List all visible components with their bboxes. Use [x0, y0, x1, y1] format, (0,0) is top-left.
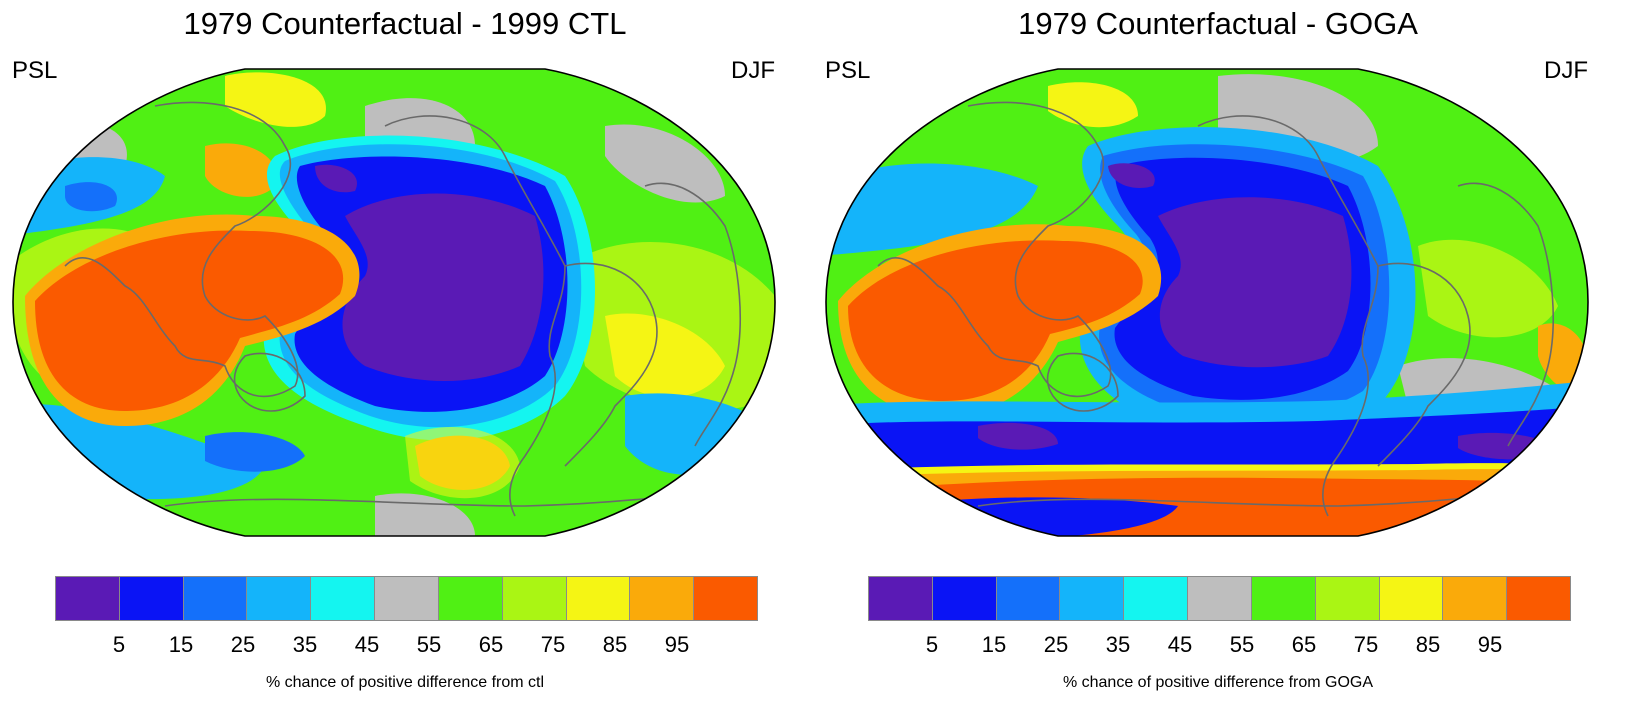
- map-region: [315, 164, 357, 193]
- coastline: [1377, 262, 1471, 467]
- coastline: [564, 262, 658, 467]
- coastline: [1197, 115, 1379, 517]
- colorbar-label: % chance of positive difference from GOG…: [1062, 674, 1374, 691]
- coastline: [1046, 352, 1119, 412]
- chart-title: 1979 Counterfactual - 1999 CTL: [183, 6, 627, 41]
- season-label: DJF: [1544, 57, 1588, 84]
- colorbar-tick-label: 5: [112, 632, 126, 657]
- coastline: [1457, 182, 1554, 447]
- colorbar-swatch: [1060, 577, 1125, 620]
- map-region: [342, 193, 544, 381]
- colorbar-tick-label: 55: [416, 632, 442, 657]
- colorbar-tick-label: 95: [664, 632, 690, 657]
- colorbar-swatch: [311, 577, 376, 620]
- colorbar-tick-label: 45: [354, 632, 380, 657]
- coastline: [644, 182, 741, 447]
- colorbar-tick-label: 15: [981, 632, 1007, 657]
- colorbar-tick-label: 75: [1353, 632, 1379, 657]
- coastline: [233, 352, 306, 412]
- colorbar-tick-label: 65: [1291, 632, 1317, 657]
- colorbar-swatch: [932, 577, 997, 620]
- map-region: [625, 393, 775, 475]
- coastline: [64, 101, 299, 398]
- probability-map: [825, 68, 1589, 537]
- coastline: [877, 101, 1112, 398]
- colorbar-swatch: [119, 577, 184, 620]
- colorbar-swatch: [869, 577, 933, 620]
- chart-panel-ctl: 1979 Counterfactual - 1999 CTL PSL DJF: [5, 0, 805, 702]
- colorbar-swatch: [630, 577, 695, 620]
- map-region: [605, 313, 725, 398]
- colorbar-swatch: [183, 577, 248, 620]
- map-region: [405, 427, 520, 499]
- colorbar-swatch: [438, 577, 503, 620]
- colorbar-tick-label: 85: [602, 632, 628, 657]
- colorbar: [55, 576, 758, 621]
- colorbar-tick-label: 65: [478, 632, 504, 657]
- colorbar-swatch: [1379, 577, 1444, 620]
- colorbar-swatch: [1443, 577, 1508, 620]
- colorbar-tick-label: 15: [168, 632, 194, 657]
- colorbar-swatch: [1315, 577, 1380, 620]
- chart-panel-goga: 1979 Counterfactual - GOGA PSL DJF: [818, 0, 1618, 702]
- colorbar-tick-label: 25: [230, 632, 256, 657]
- map-region: [605, 124, 725, 203]
- colorbar-tick-label: 5: [925, 632, 939, 657]
- colorbar-swatch: [375, 577, 439, 620]
- colorbar-swatch: [566, 577, 631, 620]
- colorbar-swatch: [56, 577, 120, 620]
- map-region: [978, 422, 1058, 450]
- colorbar-label: % chance of positive difference from ctl: [265, 674, 545, 691]
- colorbar-tick-label: 25: [1043, 632, 1069, 657]
- probability-map: [12, 68, 776, 537]
- colorbar-tick-label: 35: [292, 632, 318, 657]
- colorbar-swatch: [502, 577, 567, 620]
- colorbar-swatch: [996, 577, 1061, 620]
- colorbar-tick-label: 45: [1167, 632, 1193, 657]
- map-region: [35, 230, 344, 411]
- map-region: [205, 432, 305, 472]
- map-region: [826, 163, 1038, 256]
- colorbar-swatch: [1251, 577, 1316, 620]
- map-region: [1108, 163, 1155, 188]
- colorbar-tick-label: 95: [1477, 632, 1503, 657]
- variable-label: PSL: [825, 57, 871, 84]
- colorbar-tick-label: 55: [1229, 632, 1255, 657]
- map-region: [1158, 197, 1352, 368]
- colorbar-swatch: [1124, 577, 1189, 620]
- colorbar-swatch: [247, 577, 312, 620]
- coastline: [384, 115, 566, 517]
- map-boundary: [12, 68, 776, 537]
- colorbar-tick-label: 85: [1415, 632, 1441, 657]
- map-region: [848, 240, 1143, 401]
- colorbar: [868, 576, 1571, 621]
- chart-title: 1979 Counterfactual - GOGA: [1018, 6, 1418, 41]
- season-label: DJF: [731, 57, 775, 84]
- colorbar-swatch: [1507, 577, 1570, 620]
- map-region: [1418, 239, 1558, 338]
- colorbar-swatch: [694, 577, 757, 620]
- colorbar-tick-label: 35: [1105, 632, 1131, 657]
- variable-label: PSL: [12, 57, 58, 84]
- colorbar-swatch: [1188, 577, 1252, 620]
- colorbar-tick-label: 75: [540, 632, 566, 657]
- map-region: [65, 182, 117, 212]
- map-region: [1048, 82, 1138, 128]
- map-boundary: [825, 68, 1589, 537]
- map-region: [205, 143, 277, 197]
